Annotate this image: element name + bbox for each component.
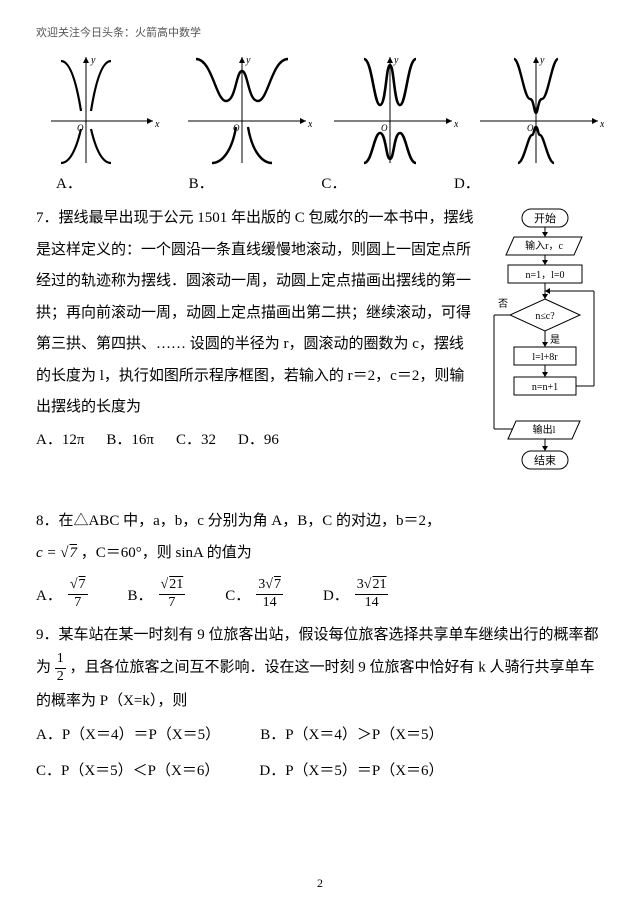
svg-text:x: x [453,119,458,130]
q8-c-expr: c = √7 [36,545,81,561]
svg-text:x: x [599,119,604,130]
q7-options: A．12π B．16π C．32 D．96 [36,424,478,457]
svg-text:输出l: 输出l [533,423,556,436]
graph-a: x y O [36,48,166,168]
q8-options: A． √77 B． √217 C． 3√714 D． 3√2114 [36,577,604,612]
q7-opt-b: B．16π [106,424,154,457]
q7-opt-d: D．96 [238,424,279,457]
graph-options-row: x y O x y O [36,48,604,168]
q9-frac: 12 [55,651,66,686]
svg-text:x: x [154,119,160,130]
q8-text-a: 8．在△ABC 中，a，b，c 分别为角 A，B，C 的对边，b＝2， [36,513,441,529]
q9-text-b: ，且各位旅客之间互不影响．设在这一时刻 9 位旅客中恰好有 k 人骑行共享单车的… [36,660,595,709]
q9-opt-d: D．P（X＝5）＝P（X＝6） [259,753,443,789]
svg-text:n=1，l=0: n=1，l=0 [525,270,564,281]
svg-text:n≤c?: n≤c? [535,311,555,322]
q8-text-b: ，C＝60°，则 sinA 的值为 [81,545,252,561]
q8-opt-b: B． √217 [128,577,186,612]
question-7-text: 7．摆线最早出现于公元 1501 年出版的 C 包威尔的一本书中，摆线是这样定义… [36,203,478,457]
svg-text:y: y [90,55,96,66]
q9-opt-a: A．P（X＝4）＝P（X＝5） [36,717,220,753]
q7-opt-a: A．12π [36,424,84,457]
svg-text:y: y [393,55,399,66]
question-8: 8．在△ABC 中，a，b，c 分别为角 A，B，C 的对边，b＝2， c = … [36,506,604,569]
svg-text:y: y [539,55,545,66]
graph-d: x y O [474,48,604,168]
q7-body: 7．摆线最早出现于公元 1501 年出版的 C 包威尔的一本书中，摆线是这样定义… [36,210,474,415]
graph-c: x y O [328,48,458,168]
svg-text:是: 是 [550,334,560,346]
q9-opt-c: C．P（X＝5）＜P（X＝6） [36,753,219,789]
header-note: 欢迎关注今日头条：火箭高中数学 [36,24,604,40]
q7-opt-c: C．32 [176,424,216,457]
svg-text:开始: 开始 [534,211,556,225]
svg-text:y: y [245,55,251,66]
question-9: 9．某车站在某一时刻有 9 位旅客出站，假设每位旅客选择共享单车继续出行的概率都… [36,620,604,718]
svg-text:结束: 结束 [534,454,556,467]
graph-label-c: C． [321,172,451,193]
graph-label-d: D． [454,172,584,193]
q9-options: A．P（X＝4）＝P（X＝5） B．P（X＝4）＞P（X＝5） C．P（X＝5）… [36,717,604,789]
graph-label-a: A． [56,172,186,193]
graph-labels-row: A． B． C． D． [36,172,604,193]
q8-opt-c: C． 3√714 [225,577,283,612]
svg-text:l=l+8r: l=l+8r [532,352,558,363]
svg-text:O: O [381,123,388,133]
graph-b: x y O [182,48,312,168]
graph-label-b: B． [189,172,319,193]
question-7-wrap: 7．摆线最早出现于公元 1501 年出版的 C 包威尔的一本书中，摆线是这样定义… [36,203,604,502]
svg-text:x: x [307,119,312,130]
flowchart: 开始 输入r，c n=1，l=0 n≤c? 否 是 l=l+8r [486,207,604,502]
q9-opt-b: B．P（X＝4）＞P（X＝5） [260,717,443,753]
svg-text:n=n+1: n=n+1 [532,382,558,393]
svg-text:输入r，c: 输入r，c [525,239,563,252]
q8-opt-d: D． 3√2114 [323,577,389,612]
page-number: 2 [0,876,640,891]
q8-opt-a: A． √77 [36,577,88,612]
svg-text:否: 否 [498,298,508,310]
